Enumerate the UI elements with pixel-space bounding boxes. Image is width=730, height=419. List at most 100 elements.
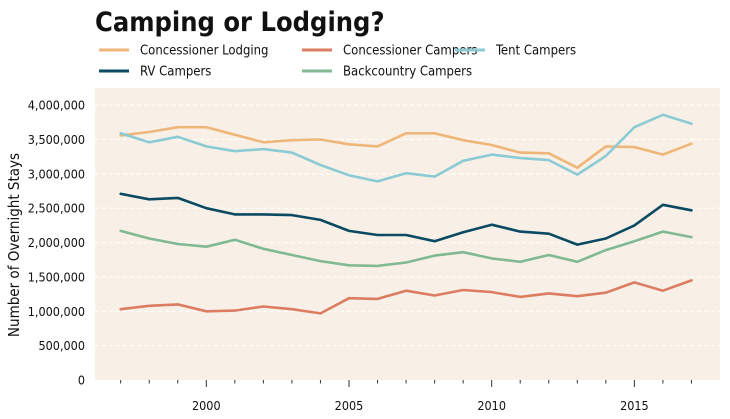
data-point: [462, 251, 464, 253]
series-line: [119, 229, 693, 268]
series-group: [119, 192, 693, 246]
data-point: [605, 237, 607, 239]
data-point: [205, 207, 207, 209]
data-point: [177, 126, 179, 128]
data-point: [690, 279, 692, 281]
data-point: [376, 180, 378, 182]
data-point: [548, 254, 550, 256]
data-point: [690, 142, 692, 144]
series-group: [119, 113, 693, 183]
data-point: [291, 254, 293, 256]
legend-label: Tent Campers: [495, 44, 576, 59]
data-point: [119, 230, 121, 232]
data-point: [690, 209, 692, 211]
chart-title: Camping or Lodging?: [95, 7, 385, 38]
data-point: [490, 144, 492, 146]
y-tick-label: 1,000,000: [28, 304, 85, 319]
data-point: [548, 152, 550, 154]
data-point: [291, 139, 293, 141]
data-point: [462, 231, 464, 233]
y-tick-label: 3,000,000: [28, 166, 85, 181]
data-point: [348, 264, 350, 266]
series-line: [119, 113, 693, 183]
y-tick-label: 2,500,000: [28, 201, 85, 216]
y-tick-label: 1,500,000: [28, 269, 85, 284]
data-point: [633, 240, 635, 242]
data-point: [319, 260, 321, 262]
data-point: [177, 303, 179, 305]
data-point: [519, 296, 521, 298]
data-point: [291, 151, 293, 153]
y-axis: 0 500,000 1,000,000 1,500,000 2,000,000 2,500…: [28, 98, 85, 388]
data-point: [348, 174, 350, 176]
legend-label: Concessioner Lodging: [140, 44, 268, 59]
y-axis-label: Number of Overnight Stays: [5, 153, 23, 337]
data-point: [148, 237, 150, 239]
data-point: [490, 291, 492, 293]
data-point: [234, 150, 236, 152]
data-point: [405, 234, 407, 236]
data-point: [205, 126, 207, 128]
data-point: [690, 236, 692, 238]
data-point: [405, 172, 407, 174]
data-point: [205, 145, 207, 147]
data-point: [662, 114, 664, 116]
data-point: [376, 298, 378, 300]
y-tick-label: 500,000: [39, 338, 86, 353]
data-point: [148, 305, 150, 307]
data-point: [576, 166, 578, 168]
x-axis: 2000 2005 2010 2015: [120, 380, 692, 413]
y-tick-label: 0: [78, 373, 85, 388]
data-point: [205, 310, 207, 312]
data-point: [376, 145, 378, 147]
x-tick-label: 2010: [477, 398, 506, 413]
data-point: [605, 292, 607, 294]
data-point: [119, 132, 121, 134]
x-tick-label: 2005: [335, 398, 364, 413]
data-point: [376, 265, 378, 267]
data-point: [119, 308, 121, 310]
data-point: [576, 295, 578, 297]
data-point: [662, 230, 664, 232]
data-point: [490, 257, 492, 259]
data-point: [433, 254, 435, 256]
x-tick-label: 2000: [192, 398, 221, 413]
gridlines: [95, 104, 720, 347]
data-point: [119, 193, 121, 195]
data-point: [576, 261, 578, 263]
legend-item: Backcountry Campers: [302, 65, 472, 80]
data-point: [633, 146, 635, 148]
data-point: [319, 312, 321, 314]
data-point: [519, 157, 521, 159]
data-point: [262, 148, 264, 150]
data-point: [348, 230, 350, 232]
legend-label: Backcountry Campers: [343, 65, 472, 80]
data-point: [348, 297, 350, 299]
data-point: [234, 239, 236, 241]
data-point: [405, 289, 407, 291]
legend-item: Concessioner Campers: [302, 44, 477, 59]
data-point: [605, 145, 607, 147]
data-point: [234, 213, 236, 215]
series-lines: [119, 113, 693, 315]
data-point: [576, 243, 578, 245]
data-point: [462, 160, 464, 162]
data-point: [605, 249, 607, 251]
data-point: [291, 308, 293, 310]
data-point: [633, 281, 635, 283]
data-point: [234, 309, 236, 311]
data-point: [262, 141, 264, 143]
data-point: [633, 224, 635, 226]
legend-item: RV Campers: [99, 65, 211, 80]
data-point: [205, 246, 207, 248]
data-point: [548, 292, 550, 294]
data-point: [319, 219, 321, 221]
data-point: [148, 141, 150, 143]
legend-label: Concessioner Campers: [343, 44, 477, 59]
data-point: [148, 131, 150, 133]
data-point: [662, 153, 664, 155]
data-point: [662, 204, 664, 206]
x-tick-label: 2015: [620, 398, 649, 413]
data-point: [348, 143, 350, 145]
